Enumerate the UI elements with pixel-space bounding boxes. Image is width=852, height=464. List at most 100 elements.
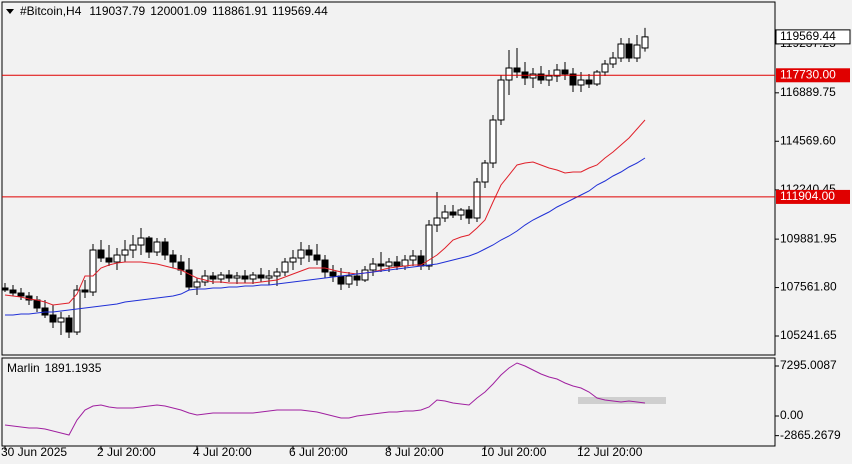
candle-body: [345, 275, 353, 285]
y-tick-label: 105241.65: [780, 328, 837, 342]
menu-arrow[interactable]: [6, 9, 14, 14]
candle-body: [361, 269, 369, 281]
y-tick-label: 116889.75: [780, 85, 836, 99]
candle-body: [305, 249, 313, 256]
candle-body: [265, 275, 273, 279]
candle-body: [513, 67, 521, 73]
moving-average: [5, 157, 646, 316]
candle-body: [97, 249, 105, 259]
candle-body: [145, 237, 153, 253]
indicator-title: Marlin: [7, 361, 40, 375]
y-tick-label: 114569.60: [780, 133, 836, 147]
candle-body: [233, 275, 241, 279]
candle-body: [73, 289, 81, 333]
candle-body: [617, 43, 625, 59]
indicator-line: [4, 362, 646, 436]
candle-body: [321, 259, 329, 273]
candle-body: [313, 254, 321, 261]
candle-body: [41, 307, 49, 316]
level-label: 117730.00: [780, 67, 836, 81]
candle-body: [633, 44, 641, 59]
candle-body: [177, 261, 185, 271]
candle-body: [449, 211, 457, 216]
candle-body: [17, 292, 25, 297]
candle-body: [409, 255, 417, 261]
candle-body: [225, 274, 233, 279]
candle-body: [33, 299, 41, 309]
x-tick-label: 30 Jun 2025: [1, 445, 67, 459]
candle-body: [329, 271, 337, 277]
candle-body: [297, 249, 305, 259]
candle-body: [1, 287, 9, 291]
candle-body: [425, 224, 433, 267]
candle-body: [153, 241, 161, 253]
moving-average: [4, 119, 646, 306]
candle-body: [161, 241, 169, 256]
candle-body: [441, 211, 449, 219]
candle-body: [281, 261, 289, 273]
high-value: 120001.09: [150, 4, 207, 18]
indicator-header: Marlin 1891.1935: [7, 361, 102, 375]
low-value: 118861.91: [212, 4, 268, 18]
chart-title: #Bitcoin,H4: [20, 4, 82, 18]
candle-body: [457, 209, 465, 216]
candle-body: [601, 63, 609, 73]
candle-body: [401, 259, 409, 267]
candle-body: [337, 275, 345, 285]
candle-body: [537, 73, 545, 81]
candle-body: [129, 244, 137, 251]
candle-body: [89, 249, 97, 293]
candle-body: [209, 275, 217, 280]
candle-body: [489, 119, 497, 164]
candle-body: [593, 71, 601, 85]
x-tick-label: 8 Jul 20:00: [385, 445, 444, 459]
price-label-box: [775, 29, 851, 45]
candle-body: [241, 275, 249, 280]
candle-body: [569, 73, 577, 86]
candle-body: [81, 289, 89, 293]
candle-body: [641, 36, 649, 49]
candle-body: [577, 79, 585, 86]
candle-body: [369, 263, 377, 271]
price-label: 119569.44: [780, 29, 836, 43]
candle-body: [193, 281, 201, 288]
candle-body: [105, 257, 113, 263]
candle-body: [57, 317, 65, 323]
candle-body: [561, 69, 569, 75]
candle-body: [553, 69, 561, 77]
candle-body: [505, 67, 513, 81]
y-tick-label: 109881.95: [780, 231, 837, 245]
candle-body: [249, 274, 257, 280]
indicator-shade: [578, 397, 666, 404]
indicator-value: 1891.1935: [45, 361, 102, 375]
level-label: 111904.00: [780, 189, 835, 203]
candle-body: [169, 254, 177, 263]
candle-body: [9, 289, 17, 294]
level-label-box: [776, 68, 850, 83]
candle-body: [481, 162, 489, 183]
candle-body: [273, 271, 281, 277]
y-tick-label: -2865.2679: [780, 428, 841, 442]
candle-body: [377, 263, 385, 267]
candle-body: [353, 275, 361, 281]
candle-body: [113, 254, 121, 263]
y-tick-label: 7295.0087: [780, 358, 837, 372]
candle-body: [137, 237, 145, 246]
x-tick-label: 2 Jul 20:00: [97, 445, 156, 459]
level-label-box: [776, 189, 850, 204]
candle-body: [545, 75, 553, 81]
candle-body: [289, 257, 297, 263]
candle-body: [385, 261, 393, 267]
candle-body: [121, 249, 129, 256]
candle-body: [49, 314, 57, 323]
open-value: 119037.79: [89, 4, 145, 18]
chart-header: #Bitcoin,H4 119037.79 120001.09 118861.91 11…: [20, 4, 328, 18]
candle-body: [433, 217, 441, 226]
x-tick-label: 6 Jul 20:00: [289, 445, 348, 459]
x-tick-label: 4 Jul 20:00: [193, 445, 252, 459]
candle-body: [217, 274, 225, 280]
close-value: 119569.44: [272, 4, 328, 18]
x-tick-label: 10 Jul 20:00: [481, 445, 547, 459]
